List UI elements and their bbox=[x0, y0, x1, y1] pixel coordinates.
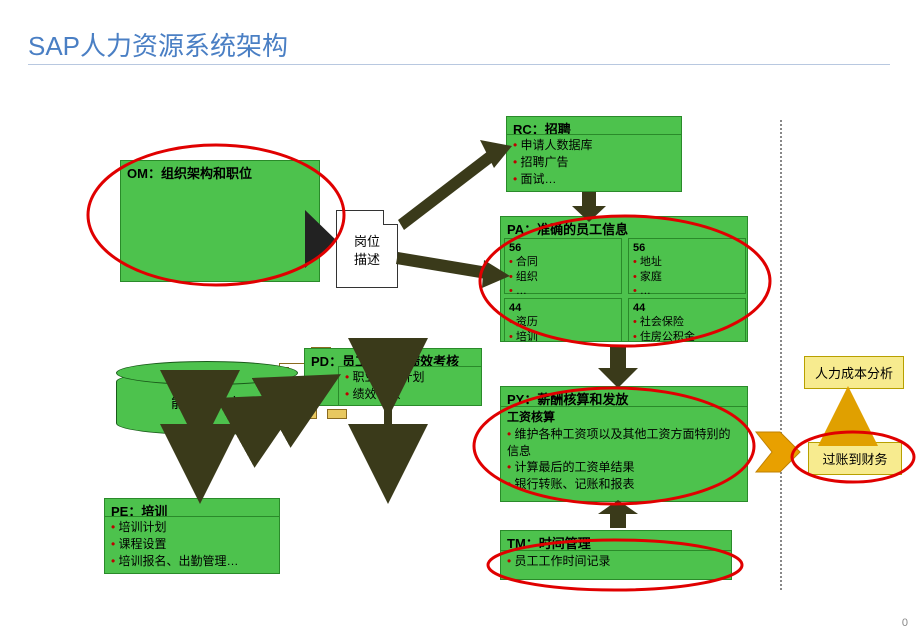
arrow-pa-to-py bbox=[610, 346, 626, 372]
pd-body: 职业生涯计划 绩效考核 bbox=[339, 367, 481, 407]
py-heading: 工资核算 bbox=[507, 409, 741, 426]
om-code: OM bbox=[127, 166, 148, 181]
arrow-rc-to-pa bbox=[582, 192, 596, 210]
module-om: OM：组织架构和职位 bbox=[120, 160, 320, 282]
arrow-doc-to-pa bbox=[396, 252, 494, 280]
arrow-py-to-finance bbox=[756, 432, 800, 472]
page-title: SAP人力资源系统架构 bbox=[28, 26, 288, 63]
py-body-box: 工资核算 维护各种工资项以及其他工资方面特别的信息 计算最后的工资单结果 银行转… bbox=[500, 406, 748, 502]
dotted-separator bbox=[780, 120, 782, 590]
cylinder-competency: 能力素质库 bbox=[116, 370, 296, 435]
arrow-tm-to-py bbox=[610, 512, 626, 528]
pd-body-box: 职业生涯计划 绩效考核 bbox=[338, 366, 482, 406]
pa-sub-2: 44 资历 培训 bbox=[504, 298, 622, 342]
rc-body-box: 申请人数据库 招聘广告 面试… bbox=[506, 134, 682, 192]
title-underline bbox=[28, 64, 890, 65]
py-body: 工资核算 维护各种工资项以及其他工资方面特别的信息 计算最后的工资单结果 银行转… bbox=[501, 407, 747, 497]
doc-line2: 描述 bbox=[354, 252, 380, 267]
doc-job-description: 岗位 描述 bbox=[336, 210, 398, 288]
om-label: 组织架构和职位 bbox=[161, 166, 252, 181]
pa-header: PA：准确的员工信息 bbox=[501, 217, 747, 240]
pa-sub-3: 44 社会保险 住房公积金 bbox=[628, 298, 746, 342]
module-om-header: OM：组织架构和职位 bbox=[121, 161, 319, 184]
yellow-post-to-finance: 过账到财务 bbox=[808, 442, 902, 475]
pa-sub-1: 56 地址 家庭 … bbox=[628, 238, 746, 294]
tm-body: 员工工作时间记录 bbox=[501, 551, 731, 574]
pe-body-box: 培训计划 课程设置 培训报名、出勤管理… bbox=[104, 516, 280, 574]
pe-body: 培训计划 课程设置 培训报名、出勤管理… bbox=[105, 517, 279, 573]
page-number: 0 bbox=[902, 617, 908, 629]
rc-body: 申请人数据库 招聘广告 面试… bbox=[507, 135, 681, 191]
cylinder-label: 能力素质库 bbox=[117, 393, 295, 413]
arrow-doc-to-rc bbox=[398, 148, 498, 230]
doc-line1: 岗位 bbox=[354, 234, 380, 249]
tm-body-box: 员工工作时间记录 bbox=[500, 550, 732, 580]
yellow-cost-analysis: 人力成本分析 bbox=[804, 356, 904, 389]
pa-sub-0: 56 合同 组织 … bbox=[504, 238, 622, 294]
